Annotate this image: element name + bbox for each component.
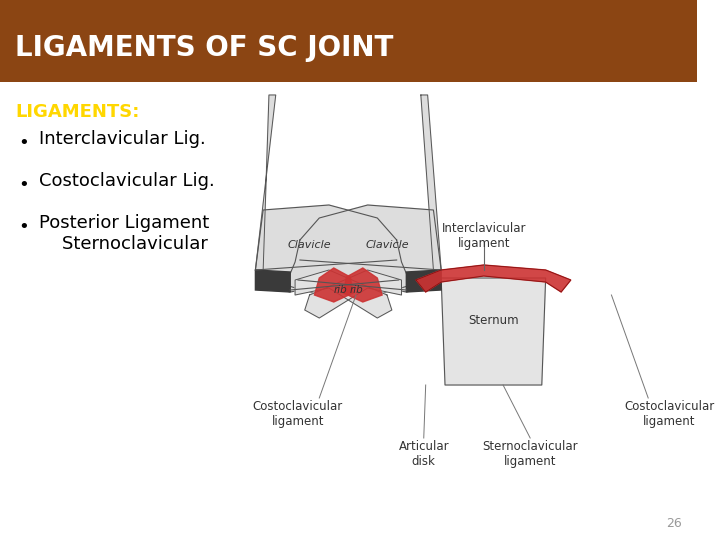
- Text: Sternum: Sternum: [468, 314, 518, 327]
- Polygon shape: [256, 95, 276, 270]
- Polygon shape: [343, 268, 382, 302]
- Polygon shape: [256, 205, 411, 295]
- Text: •: •: [18, 176, 29, 194]
- Text: Interclavicular
ligament: Interclavicular ligament: [441, 222, 526, 250]
- Text: Costoclavicular
ligament: Costoclavicular ligament: [253, 400, 343, 428]
- Text: rib: rib: [349, 285, 363, 295]
- Text: LIGAMENTS:: LIGAMENTS:: [15, 103, 140, 121]
- Polygon shape: [285, 205, 441, 295]
- Text: Articular
disk: Articular disk: [398, 440, 449, 468]
- Text: •: •: [18, 218, 29, 236]
- Text: •: •: [18, 134, 29, 152]
- Text: Costoclavicular Lig.: Costoclavicular Lig.: [39, 172, 215, 190]
- Polygon shape: [315, 268, 353, 302]
- Text: rib: rib: [333, 285, 348, 295]
- Polygon shape: [416, 265, 571, 292]
- Polygon shape: [305, 270, 402, 318]
- Polygon shape: [421, 95, 441, 270]
- Text: LIGAMENTS OF SC JOINT: LIGAMENTS OF SC JOINT: [15, 34, 394, 62]
- Text: Interclavicular Lig.: Interclavicular Lig.: [39, 130, 205, 148]
- Text: Clavicle: Clavicle: [288, 240, 331, 250]
- Polygon shape: [256, 270, 290, 292]
- FancyBboxPatch shape: [0, 0, 696, 82]
- Text: 26: 26: [666, 517, 682, 530]
- Text: Posterior Ligament
    Sternoclavicular: Posterior Ligament Sternoclavicular: [39, 214, 209, 253]
- Text: Clavicle: Clavicle: [365, 240, 409, 250]
- Polygon shape: [295, 270, 392, 318]
- Polygon shape: [406, 270, 441, 292]
- Text: Sternoclavicular
ligament: Sternoclavicular ligament: [482, 440, 578, 468]
- Text: Costoclavicular
ligament: Costoclavicular ligament: [624, 400, 715, 428]
- Polygon shape: [441, 278, 546, 385]
